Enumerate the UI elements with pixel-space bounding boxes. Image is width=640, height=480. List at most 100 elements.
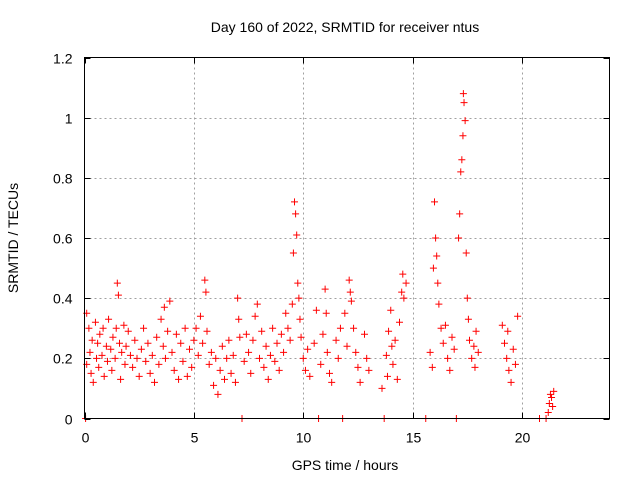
data-point <box>511 360 519 368</box>
data-point <box>345 276 353 284</box>
data-point <box>144 339 152 347</box>
data-point <box>295 294 303 302</box>
data-point <box>223 354 231 362</box>
data-point <box>441 321 449 329</box>
data-point <box>382 351 390 359</box>
data-point <box>196 312 204 320</box>
data-point <box>341 309 349 317</box>
data-point <box>117 375 125 383</box>
data-point <box>199 339 207 347</box>
data-point <box>326 369 333 377</box>
data-point <box>332 336 340 344</box>
data-point <box>402 279 410 287</box>
data-point <box>155 360 163 368</box>
data-point <box>391 336 399 344</box>
data-point <box>361 330 368 338</box>
data-point <box>113 279 121 287</box>
data-point <box>271 357 279 365</box>
data-point <box>273 339 281 347</box>
data-point <box>214 390 222 398</box>
data-point <box>289 249 297 257</box>
data-point <box>87 369 95 377</box>
data-point <box>299 354 307 362</box>
data-point <box>385 327 393 335</box>
data-point <box>170 366 178 374</box>
data-point <box>242 330 250 338</box>
data-point <box>280 348 288 356</box>
data-point <box>236 333 244 341</box>
data-point <box>192 324 200 332</box>
data-point <box>168 348 176 356</box>
data-point <box>365 366 373 374</box>
data-point <box>288 300 296 308</box>
data-point <box>160 303 168 311</box>
data-point <box>218 342 226 350</box>
data-point <box>181 324 189 332</box>
data-point <box>514 312 522 320</box>
data-point <box>501 339 508 347</box>
data-point <box>94 339 102 347</box>
data-point <box>548 393 556 401</box>
data-point <box>317 360 325 368</box>
data-point <box>507 378 515 386</box>
data-point <box>269 324 277 332</box>
data-point <box>378 384 386 392</box>
data-point <box>275 366 283 374</box>
data-point <box>262 342 270 350</box>
data-point <box>107 345 115 353</box>
data-point <box>227 369 235 377</box>
data-point <box>334 354 342 362</box>
data-point <box>471 363 479 371</box>
data-point <box>277 330 285 338</box>
data-point <box>86 348 94 356</box>
x-tick-label: 10 <box>296 430 312 446</box>
data-point <box>258 327 266 335</box>
data-point <box>504 327 512 335</box>
data-point <box>428 363 436 371</box>
data-point <box>118 348 126 356</box>
data-point <box>166 297 174 305</box>
data-point <box>122 342 130 350</box>
data-point <box>389 360 397 368</box>
data-point <box>352 348 360 356</box>
data-point <box>91 318 99 326</box>
data-point <box>346 288 354 296</box>
data-point <box>124 327 132 335</box>
data-point <box>388 342 396 350</box>
data-point <box>121 360 129 368</box>
data-point <box>188 363 196 371</box>
data-point <box>148 351 156 359</box>
data-point <box>85 324 93 332</box>
data-point <box>322 309 330 317</box>
data-points <box>82 90 558 422</box>
data-point <box>96 330 104 338</box>
x-tick-label: 20 <box>515 430 531 446</box>
data-point <box>450 345 458 353</box>
x-tick-label: 15 <box>406 430 422 446</box>
data-point <box>347 297 355 305</box>
data-point <box>321 285 329 293</box>
data-point <box>264 375 272 383</box>
data-point <box>112 324 120 332</box>
data-point <box>177 339 185 347</box>
data-point <box>231 378 239 386</box>
data-point <box>234 294 242 302</box>
data-point <box>363 354 371 362</box>
data-point <box>129 363 137 371</box>
data-point <box>457 168 465 176</box>
data-point <box>387 306 395 314</box>
data-point <box>201 276 209 284</box>
data-point <box>179 357 187 365</box>
data-point <box>431 198 438 206</box>
data-point <box>296 315 304 323</box>
data-point <box>137 345 145 353</box>
y-tick-label: 0.8 <box>53 171 73 187</box>
data-point <box>472 327 480 335</box>
data-point <box>546 390 554 398</box>
data-point <box>247 369 255 377</box>
data-point <box>456 210 464 218</box>
data-point <box>105 315 113 323</box>
data-point <box>399 270 407 278</box>
axis-ticks: 0 5 10 15 20 0 0.2 0.4 0.6 0.8 1 1.2 <box>53 51 610 446</box>
